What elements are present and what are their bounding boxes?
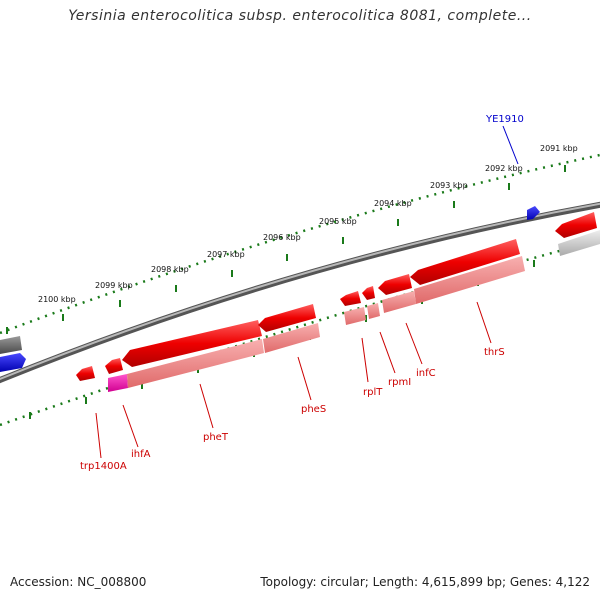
gene-arrow-trp1400A[interactable]: [76, 366, 95, 381]
tick-label: 2095 kbp: [319, 217, 357, 226]
leader-line: [379, 331, 396, 374]
tick-label: 2092 kbp: [485, 164, 523, 173]
gene-label-rpmI[interactable]: rpmI: [388, 377, 411, 388]
gene-leader-lines: [95, 301, 492, 459]
genome-backbone: [0, 201, 600, 384]
tick-label: 2093 kbp: [430, 181, 468, 190]
gene-arrow-pheS[interactable]: [258, 304, 316, 332]
tick-label: 2097 kbp: [207, 250, 245, 259]
gene-arrow-rplT[interactable]: [340, 291, 361, 306]
gene-feature-blue[interactable]: [0, 353, 26, 372]
lower-gene-track: [108, 230, 600, 392]
gene-label-pheT[interactable]: pheT: [203, 432, 229, 443]
gene-arrow-edge[interactable]: [555, 212, 597, 238]
gene-label-thrS[interactable]: thrS: [484, 347, 505, 358]
gene-arrow-infC[interactable]: [378, 274, 412, 295]
feature-leader-line: [502, 125, 519, 165]
leader-line: [199, 383, 214, 429]
gene-arrow-ihfA[interactable]: [105, 358, 123, 374]
tick-label: 2098 kbp: [151, 265, 189, 274]
gene-band-pheS[interactable]: [263, 323, 320, 353]
gene-label-infC[interactable]: infC: [416, 368, 436, 379]
tick-label: 2096 kbp: [263, 233, 301, 242]
accession-text: Accession: NC_008800: [10, 575, 147, 589]
gene-band-rplT[interactable]: [344, 307, 366, 325]
gene-label-trp1400A[interactable]: trp1400A: [80, 461, 127, 472]
gene-arrow-pheT[interactable]: [122, 320, 262, 367]
leader-line: [476, 301, 492, 344]
inner-tick-ring: [0, 238, 600, 427]
tick-label: 2094 kbp: [374, 199, 412, 208]
gene-labels: trp1400A ihfA pheT pheS rplT rpmI infC t…: [80, 347, 505, 472]
tick-label: 2099 kbp: [95, 281, 133, 290]
gene-band-infC[interactable]: [382, 291, 416, 313]
gene-arrow-rpmI[interactable]: [362, 286, 375, 300]
leader-line: [95, 412, 102, 459]
leader-line: [405, 322, 423, 365]
genome-backbone-highlight: [0, 202, 600, 381]
tick-label: 2091 kbp: [540, 144, 578, 153]
leader-line: [297, 356, 312, 401]
gene-band-gray[interactable]: [558, 230, 600, 256]
gene-arrow-thrS[interactable]: [410, 239, 520, 285]
map-title: Yersinia enterocolitica subsp. enterocol…: [68, 8, 532, 24]
gene-band-ihfA[interactable]: [108, 374, 128, 392]
gene-band-pheT[interactable]: [127, 339, 264, 388]
genome-stats-text: Topology: circular; Length: 4,615,899 bp…: [260, 575, 590, 589]
leader-line: [361, 337, 369, 383]
tick-label: 2100 kbp: [38, 295, 76, 304]
feature-label-YE1910[interactable]: YE1910: [485, 114, 524, 125]
gene-band-rpmI[interactable]: [367, 303, 380, 319]
gene-label-rplT[interactable]: rplT: [363, 387, 383, 398]
gene-label-pheS[interactable]: pheS: [301, 404, 326, 415]
leader-line: [122, 404, 139, 448]
tick-labels: 2100 kbp 2099 kbp 2098 kbp 2097 kbp 2096…: [38, 144, 578, 304]
gene-feature-dark[interactable]: [0, 336, 22, 354]
gene-label-ihfA[interactable]: ihfA: [131, 449, 151, 460]
upper-gene-track: [76, 206, 597, 381]
feature-arrow-YE1910[interactable]: [527, 206, 540, 220]
outer-major-ticks: [6, 165, 566, 334]
gene-band-thrS[interactable]: [414, 256, 525, 304]
